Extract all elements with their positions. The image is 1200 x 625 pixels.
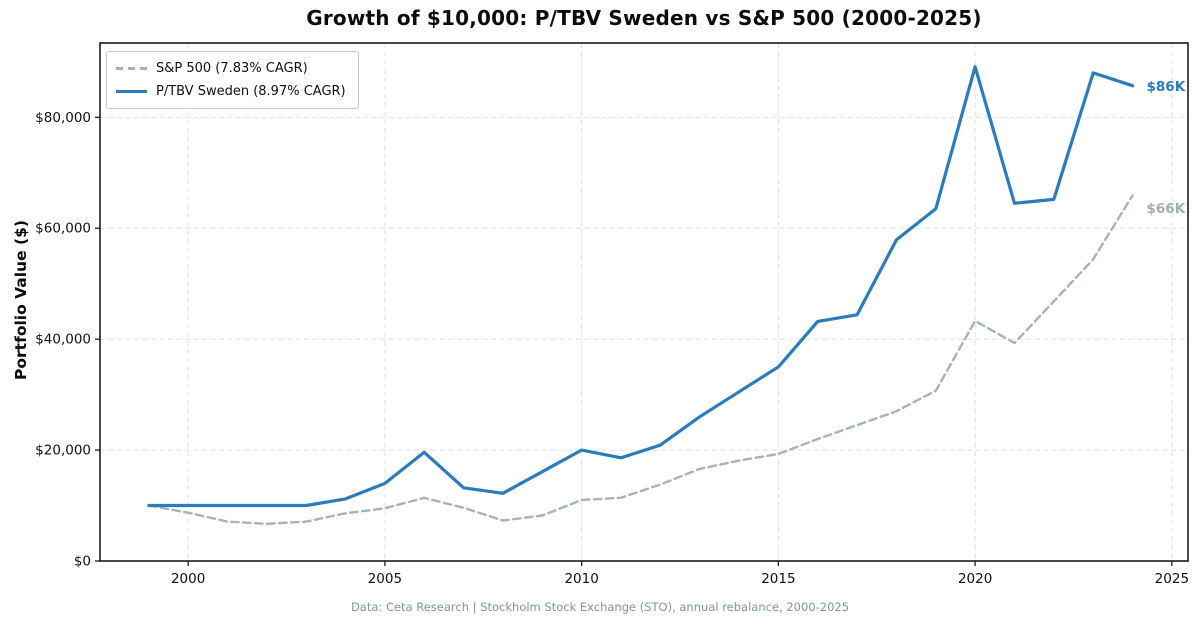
- series-sweden-line: [147, 65, 1135, 508]
- y-tick-label: $20,000: [35, 443, 91, 459]
- annotation-sweden: $86K: [1147, 79, 1186, 95]
- y-tick-label: $60,000: [35, 221, 91, 237]
- y-tick-label: $40,000: [35, 332, 91, 348]
- x-tick-label: 2015: [761, 571, 795, 587]
- legend-item-sp500: S&P 500 (7.83% CAGR): [116, 59, 346, 78]
- x-tick-label: 2000: [171, 571, 205, 587]
- x-tick-label: 2010: [564, 571, 598, 587]
- sp500-dashed-line-sample: [116, 67, 147, 70]
- y-tick-label: $80,000: [35, 110, 91, 126]
- legend-label-sp500: S&P 500 (7.83% CAGR): [156, 61, 308, 76]
- legend-label-sweden: P/TBV Sweden (8.97% CAGR): [156, 84, 346, 99]
- annotation-sp500: $66K: [1147, 201, 1186, 217]
- series-sp500-line: [147, 194, 1134, 525]
- legend-item-sweden: P/TBV Sweden (8.97% CAGR): [116, 82, 346, 101]
- sweden-solid-line-sample: [116, 89, 147, 94]
- legend: S&P 500 (7.83% CAGR) P/TBV Sweden (8.97%…: [106, 51, 359, 109]
- x-tick-label: 2025: [1155, 571, 1189, 587]
- plot-frame: [99, 42, 1189, 562]
- chart-title: Growth of $10,000: P/TBV Sweden vs S&P 5…: [306, 6, 982, 30]
- source-caption: Data: Ceta Research | Stockholm Stock Ex…: [350, 600, 850, 614]
- x-tick-label: 2005: [368, 571, 402, 587]
- y-tick-label: $0: [74, 554, 91, 570]
- x-tick-label: 2020: [958, 571, 992, 587]
